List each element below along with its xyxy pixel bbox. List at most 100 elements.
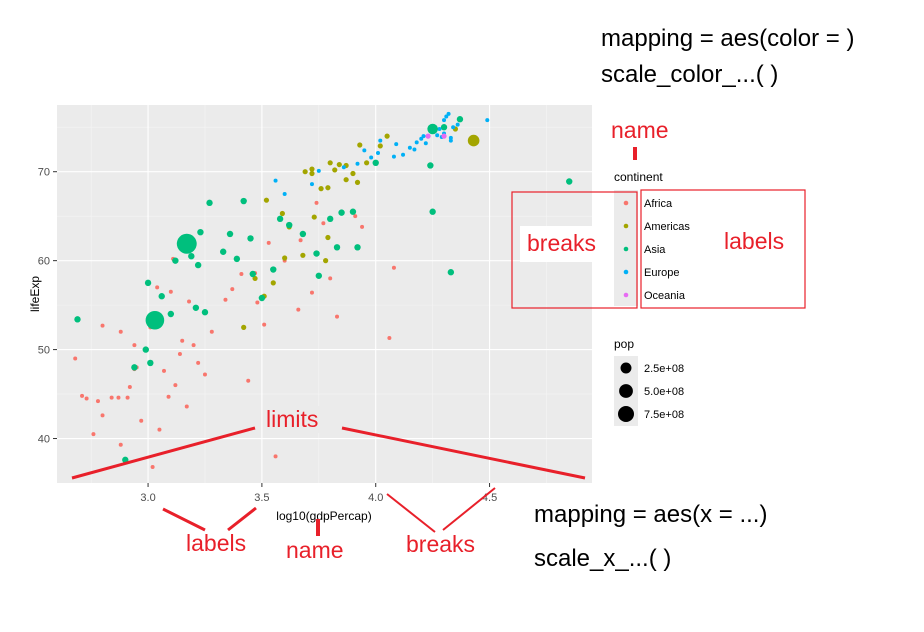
point-europe — [414, 140, 419, 145]
point-africa — [150, 464, 155, 469]
point-asia — [240, 197, 247, 205]
axis-breaks-pointer-left — [386, 493, 436, 533]
point-europe — [391, 154, 396, 159]
limits-left-pointer — [71, 426, 256, 480]
point-asia — [142, 346, 149, 353]
legend-name-label: name — [611, 117, 669, 143]
point-europe — [485, 118, 490, 123]
point-africa — [118, 442, 123, 447]
point-americas — [309, 166, 315, 172]
point-americas — [279, 210, 285, 217]
point-africa — [255, 300, 260, 305]
point-americas — [263, 197, 270, 203]
point-europe — [437, 127, 442, 132]
point-americas — [311, 214, 317, 220]
point-africa — [309, 290, 314, 295]
x-tick-label: 4.0 — [368, 492, 383, 504]
color-legend: Africa Americas Asia Europe Oceania — [614, 190, 690, 306]
point-africa — [127, 384, 132, 389]
point-europe — [309, 182, 314, 187]
point-americas — [332, 167, 338, 173]
point-europe — [362, 148, 367, 153]
point-asia — [74, 316, 81, 323]
point-africa — [298, 238, 303, 243]
point-asia — [326, 215, 334, 223]
point-africa — [100, 413, 105, 418]
point-africa — [209, 329, 214, 334]
point-americas — [357, 142, 363, 148]
y-axis-title: lifeExp — [28, 276, 42, 312]
point-asia — [429, 208, 436, 215]
point-africa — [116, 395, 121, 400]
color-scale-note: scale_color_...( ) — [601, 61, 779, 88]
size-legend-label: 2.5e+08 — [644, 363, 684, 375]
point-europe — [316, 168, 321, 173]
point-asia — [270, 266, 277, 273]
legend-key-europe — [623, 269, 629, 275]
point-europe — [376, 151, 380, 156]
point-africa — [155, 285, 160, 290]
limits-right-pointer — [341, 426, 586, 480]
point-europe — [446, 111, 451, 116]
point-americas — [377, 143, 383, 149]
point-americas — [252, 275, 258, 282]
point-asia — [147, 359, 154, 367]
legend-key-asia — [623, 246, 629, 252]
point-europe — [448, 135, 453, 140]
point-africa — [321, 221, 326, 226]
point-asia — [158, 293, 165, 300]
point-americas — [364, 160, 370, 166]
point-africa — [184, 404, 189, 409]
point-africa — [91, 432, 96, 437]
axis-labels-pointer-left — [162, 507, 206, 532]
x-axis-title: log10(gdpPercap) — [276, 509, 371, 523]
point-europe — [273, 178, 278, 183]
large-point-americas — [467, 134, 480, 147]
point-europe — [378, 138, 383, 143]
point-africa — [239, 271, 244, 276]
point-asia — [201, 309, 209, 316]
legend-label-europe: Europe — [644, 267, 679, 279]
point-asia — [219, 248, 227, 255]
point-asia — [354, 244, 361, 251]
point-americas — [282, 255, 288, 261]
legend-label-oceania: Oceania — [644, 290, 686, 302]
point-africa — [191, 343, 196, 348]
point-asia — [233, 255, 241, 263]
y-tick-label: 50 — [38, 345, 50, 357]
point-americas — [325, 185, 331, 191]
legend-key-oceania — [623, 292, 629, 298]
point-americas — [327, 160, 333, 166]
large-point-asia — [427, 123, 438, 135]
point-asia — [333, 244, 341, 251]
size-legend-title: pop — [614, 337, 634, 351]
point-asia — [258, 294, 266, 302]
point-americas — [384, 133, 390, 139]
point-americas — [354, 179, 361, 185]
point-africa — [273, 454, 278, 459]
point-africa — [132, 343, 137, 348]
point-europe — [442, 118, 447, 123]
point-europe — [355, 161, 360, 166]
point-africa — [100, 323, 105, 328]
point-africa — [157, 427, 162, 432]
point-asia — [192, 304, 200, 311]
point-asia — [131, 364, 138, 371]
point-americas — [241, 324, 247, 330]
legend-label-americas: Americas — [644, 221, 690, 233]
point-europe — [423, 141, 428, 146]
point-asia — [226, 230, 234, 238]
point-africa — [166, 394, 171, 399]
point-asia — [349, 208, 357, 215]
point-africa — [162, 368, 166, 373]
point-africa — [125, 395, 130, 400]
y-tick-label: 70 — [38, 167, 50, 179]
point-asia — [313, 250, 320, 257]
point-africa — [73, 356, 78, 361]
point-europe — [451, 125, 456, 130]
point-africa — [262, 322, 267, 327]
point-africa — [360, 224, 365, 229]
point-americas — [350, 170, 356, 177]
point-asia — [276, 215, 284, 223]
